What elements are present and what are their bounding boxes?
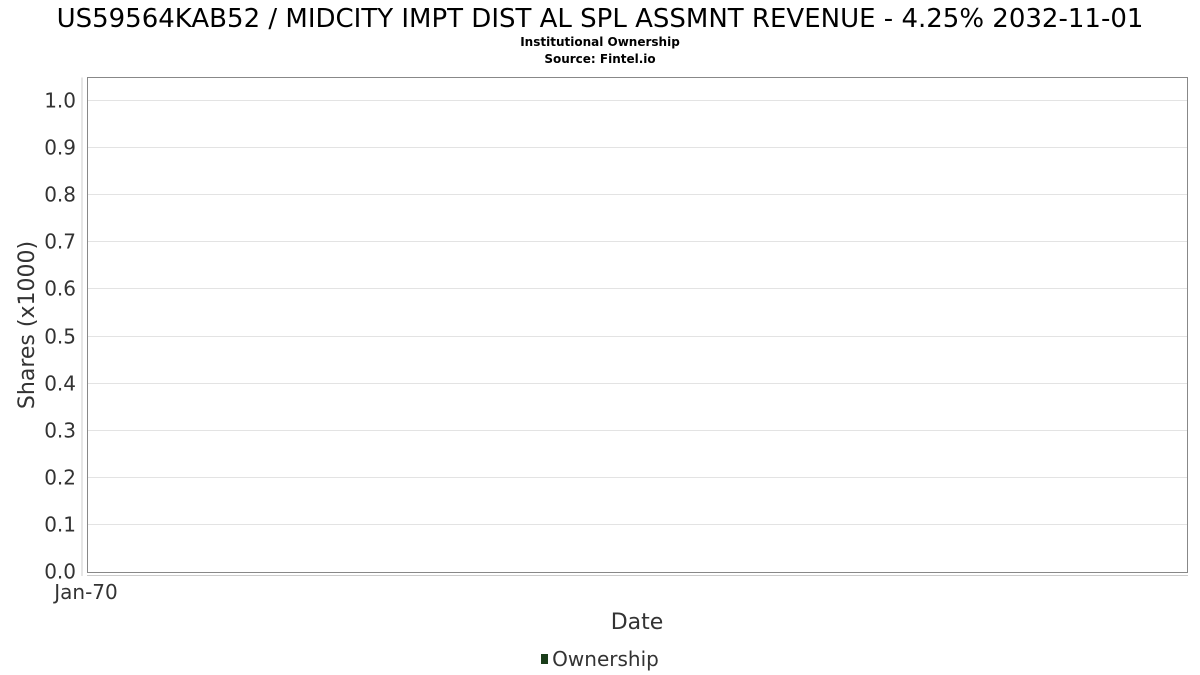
y-tick-label: 1.0: [44, 89, 76, 113]
x-axis-ticks: Jan-70: [52, 580, 118, 604]
chart-subtitle: Institutional Ownership: [520, 35, 680, 49]
chart-title: US59564KAB52 / MIDCITY IMPT DIST AL SPL …: [56, 4, 1144, 34]
grid-lines: [88, 100, 1187, 525]
y-tick-label: 0.6: [44, 277, 76, 301]
y-axis-title: Shares (x1000): [15, 241, 40, 409]
legend-swatch-ownership: [541, 654, 549, 664]
y-tick-label: 0.9: [44, 136, 76, 160]
y-tick-label: 0.4: [44, 372, 76, 396]
y-tick-label: 0.7: [44, 230, 76, 254]
y-tick-label: 0.8: [44, 183, 76, 207]
x-axis-title: Date: [611, 610, 664, 635]
y-tick-label: 0.5: [44, 325, 76, 349]
x-tick-label: Jan-70: [52, 580, 118, 604]
legend: Ownership: [0, 647, 1200, 671]
y-tick-label: 0.3: [44, 419, 76, 443]
chart-source: Source: Fintel.io: [544, 52, 656, 66]
y-axis-ticks: 0.0 0.1 0.2 0.3 0.4 0.5 0.6 0.7 0.8 0.9 1.0: [44, 89, 76, 584]
plot-area-frame: [87, 77, 1188, 573]
y-tick-label: 0.2: [44, 466, 76, 490]
legend-label-ownership: Ownership: [552, 647, 659, 671]
y-tick-label: 0.0: [44, 560, 76, 584]
y-tick-label: 0.1: [44, 513, 76, 537]
